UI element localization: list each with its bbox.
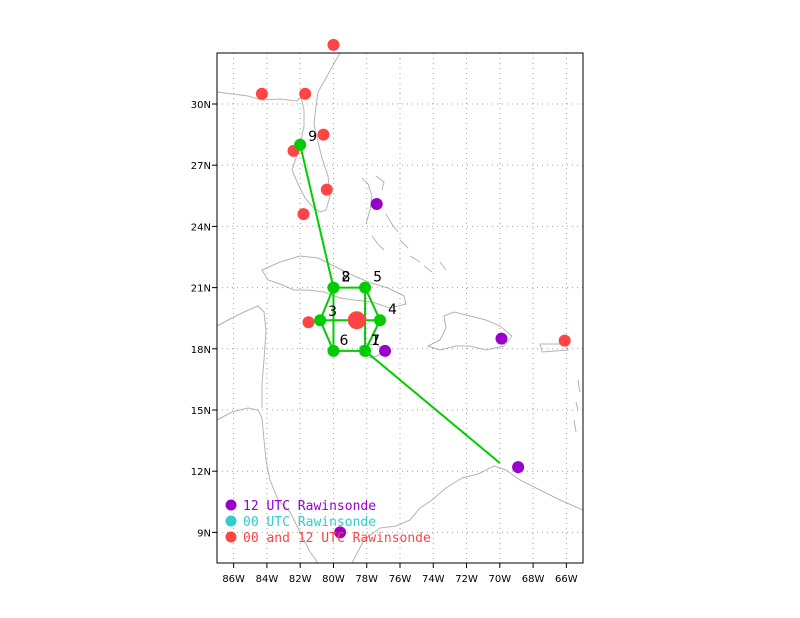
rawinsonde-00-12utc-marker bbox=[297, 208, 310, 221]
lat-tick-label: 27N bbox=[191, 161, 211, 172]
legend-marker bbox=[225, 515, 237, 527]
legend-marker bbox=[225, 531, 237, 543]
lat-tick-label: 15N bbox=[191, 406, 211, 417]
rawinsonde-sites bbox=[255, 38, 571, 539]
dropsonde-label: 2 bbox=[341, 270, 350, 286]
lon-tick-label: 66W bbox=[555, 574, 578, 585]
dropsonde-marker bbox=[374, 314, 387, 327]
track-segment bbox=[364, 350, 501, 464]
rawinsonde-00-12utc-marker bbox=[327, 38, 340, 51]
hispaniola-coastline bbox=[426, 311, 513, 351]
dropsonde-points: 82 54 36 17 9 bbox=[294, 129, 397, 357]
puerto-rico-coastline bbox=[539, 343, 569, 353]
storm-center-marker bbox=[347, 311, 366, 330]
legend-marker bbox=[225, 499, 237, 511]
lesser-antilles bbox=[573, 379, 581, 433]
rawinsonde-12utc-marker bbox=[334, 526, 347, 539]
legend-label: 00 and 12 UTC Rawinsonde bbox=[243, 531, 431, 546]
dropsonde-marker bbox=[359, 281, 372, 294]
lon-tick-label: 80W bbox=[322, 574, 345, 585]
lon-tick-label: 78W bbox=[355, 574, 378, 585]
rawinsonde-00-12utc-marker bbox=[317, 128, 330, 141]
dropsonde-marker bbox=[359, 344, 372, 357]
lat-tick-label: 18N bbox=[191, 345, 211, 356]
lon-tick-label: 84W bbox=[256, 574, 279, 585]
lon-tick-label: 74W bbox=[422, 574, 445, 585]
rawinsonde-00-12utc-marker bbox=[302, 316, 315, 329]
axis-ticks: 86W 84W 82W 80W 78W 76W 74W 72W 70W 68W 66W9N12N15… bbox=[191, 100, 578, 585]
dropsonde-label: 6 bbox=[339, 333, 348, 349]
lon-tick-label: 68W bbox=[522, 574, 545, 585]
track-segment bbox=[299, 144, 335, 288]
rawinsonde-00-12utc-marker bbox=[320, 183, 333, 196]
coastline-layer bbox=[217, 53, 583, 563]
dropsonde-label: 7 bbox=[371, 333, 380, 349]
cuba-coastline bbox=[261, 255, 407, 309]
dropsonde-label: 1 bbox=[371, 333, 380, 349]
lat-tick-label: 12N bbox=[191, 467, 211, 478]
dropsonde-marker bbox=[294, 138, 307, 151]
dropsonde-label: 8 bbox=[341, 270, 350, 286]
rawinsonde-12utc-marker bbox=[512, 461, 525, 474]
rawinsonde-00-12utc-marker bbox=[255, 87, 268, 100]
dropsonde-marker bbox=[327, 344, 340, 357]
lat-tick-label: 9N bbox=[197, 528, 211, 539]
south-america-coastline bbox=[351, 465, 583, 563]
dropsonde-label: 9 bbox=[308, 129, 317, 145]
dropsonde-marker bbox=[327, 281, 340, 294]
dropsonde-label: 3 bbox=[328, 304, 337, 320]
rawinsonde-00-12utc-marker bbox=[558, 334, 571, 347]
yucatan-coastline bbox=[217, 305, 267, 408]
florida-coastline bbox=[217, 53, 341, 213]
lon-tick-label: 86W bbox=[222, 574, 245, 585]
legend-label: 00 UTC Rawinsonde bbox=[243, 515, 376, 530]
lon-tick-label: 82W bbox=[289, 574, 312, 585]
lon-tick-label: 72W bbox=[455, 574, 478, 585]
rawinsonde-12utc-marker bbox=[495, 332, 508, 345]
lon-tick-label: 76W bbox=[389, 574, 412, 585]
dropsonde-marker bbox=[314, 314, 327, 327]
lat-tick-label: 24N bbox=[191, 222, 211, 233]
lat-tick-label: 30N bbox=[191, 100, 211, 111]
lon-tick-label: 70W bbox=[489, 574, 512, 585]
dropsonde-label: 5 bbox=[373, 270, 382, 286]
rawinsonde-12utc-marker bbox=[379, 344, 392, 357]
rawinsonde-12utc-marker bbox=[370, 197, 383, 210]
central-america-coastline bbox=[217, 407, 319, 563]
dropsonde-label: 4 bbox=[388, 302, 397, 318]
bahamas-islands bbox=[361, 175, 447, 273]
lat-tick-label: 21N bbox=[191, 284, 211, 295]
legend-label: 12 UTC Rawinsonde bbox=[243, 499, 376, 514]
rawinsonde-00-12utc-marker bbox=[299, 87, 312, 100]
